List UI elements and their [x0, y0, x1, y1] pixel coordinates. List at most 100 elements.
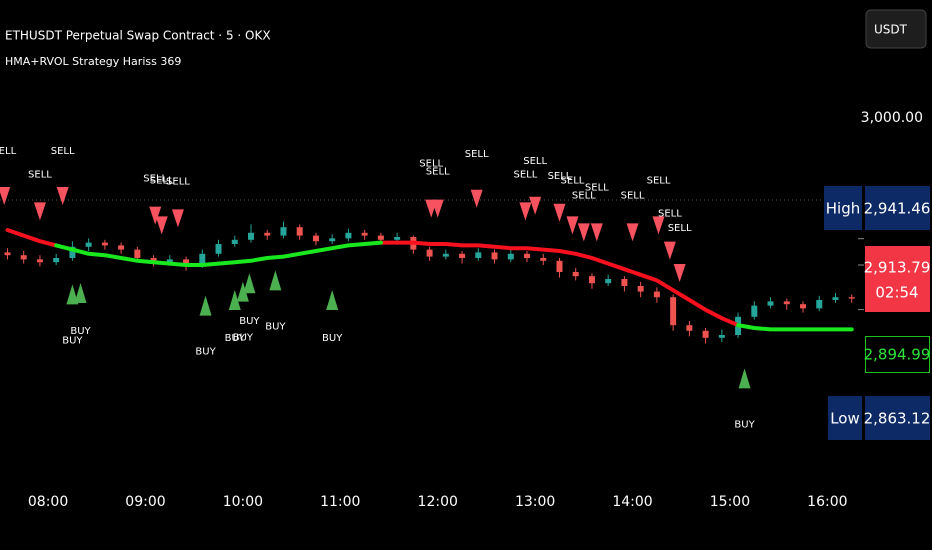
candle-body	[361, 232, 368, 236]
candle-body	[4, 252, 11, 256]
buy-label: BUY	[225, 333, 246, 344]
x-tick-label: 14:00	[612, 494, 652, 510]
candle-body	[832, 297, 839, 300]
candle-body	[637, 285, 644, 292]
candle-body	[848, 297, 855, 299]
sell-label: SELL	[585, 182, 609, 193]
currency-label[interactable]: USDT	[874, 23, 908, 37]
buy-label: BUY	[734, 419, 755, 430]
candle-body	[816, 299, 823, 309]
sell-label: SELL	[548, 171, 572, 182]
low-price-box	[865, 396, 930, 440]
sell-marker	[0, 187, 11, 206]
chart-subtitle: HMA+RVOL Strategy Hariss 369	[5, 55, 181, 68]
candle-body	[264, 232, 271, 236]
buy-marker	[236, 281, 249, 302]
x-tick-label: 12:00	[418, 494, 458, 510]
sell-marker	[171, 209, 184, 228]
candle-body	[426, 249, 433, 257]
buy-label: BUY	[233, 333, 254, 344]
last-price-box	[865, 336, 930, 373]
sell-label: SELL	[0, 146, 17, 157]
sell-label: SELL	[621, 190, 645, 201]
candle-body	[540, 257, 547, 261]
sell-marker	[56, 187, 69, 206]
x-tick-label: 16:00	[807, 494, 847, 510]
sell-marker	[519, 202, 532, 221]
candle-body	[442, 253, 449, 257]
sell-marker	[529, 196, 542, 215]
buy-label: BUY	[62, 335, 83, 346]
candle-body	[394, 236, 401, 240]
sell-marker	[155, 216, 168, 235]
candle-body	[150, 257, 157, 263]
candle-body	[166, 259, 173, 263]
candle-body	[653, 291, 660, 298]
candle-body	[345, 232, 352, 239]
candle-body	[20, 255, 27, 260]
candle-body	[702, 330, 709, 338]
candle-body	[329, 238, 336, 242]
sell-marker	[553, 203, 566, 222]
sell-marker	[470, 189, 483, 208]
x-tick-label: 09:00	[125, 494, 165, 510]
sell-label: SELL	[647, 175, 671, 186]
sell-label: SELL	[426, 167, 450, 178]
buy-marker	[74, 282, 87, 303]
candle-body	[459, 253, 466, 258]
currency-button[interactable]	[865, 9, 927, 49]
hma-price: 2,913.79	[864, 259, 931, 277]
x-tick-label: 08:00	[28, 494, 68, 510]
candle-body	[572, 271, 579, 277]
buy-label: BUY	[322, 333, 343, 344]
buy-label: BUY	[70, 326, 91, 337]
x-tick-label: 11:00	[320, 494, 360, 510]
x-tick-label: 10:00	[223, 494, 263, 510]
high-title-box	[824, 186, 862, 230]
low-title: Low	[830, 410, 860, 428]
countdown: 02:54	[875, 284, 918, 302]
candle-body	[800, 304, 807, 309]
sell-marker	[566, 216, 579, 235]
candle-body	[36, 259, 43, 263]
buy-label: BUY	[195, 347, 216, 358]
x-tick-label: 13:00	[515, 494, 555, 510]
candle-body	[783, 301, 790, 305]
candle-body	[588, 276, 595, 284]
buy-marker	[66, 284, 79, 305]
sell-label: SELL	[28, 169, 52, 180]
last-price: 2,894.99	[864, 346, 931, 364]
candle-body	[751, 305, 758, 317]
candle-body	[231, 239, 238, 244]
sell-label: SELL	[658, 209, 682, 220]
sell-label: SELL	[465, 149, 489, 160]
sell-marker	[431, 199, 444, 218]
low-price: 2,863.12	[864, 410, 931, 428]
candle-body	[621, 278, 628, 286]
candle-body	[491, 252, 498, 260]
candle-body	[69, 246, 76, 258]
hma-price-box	[865, 246, 930, 312]
candle-body	[670, 297, 677, 326]
candle-body	[524, 253, 531, 258]
buy-marker	[738, 368, 751, 389]
candle-body	[767, 301, 774, 306]
sell-marker	[149, 206, 162, 225]
sell-label: SELL	[143, 174, 167, 185]
high-price: 2,941.46	[864, 200, 931, 218]
sell-marker	[577, 223, 590, 242]
high-title: High	[826, 200, 860, 218]
candle-body	[53, 257, 60, 263]
buy-marker	[326, 289, 339, 310]
buy-label: BUY	[239, 316, 260, 327]
plot-area: 3,000.00 08:00 09:00 10:00 11:00 12:00 13:00 14…	[0, 110, 923, 510]
buy-marker	[228, 289, 241, 310]
sell-label: SELL	[668, 223, 692, 234]
sell-label: SELL	[523, 156, 547, 167]
sell-marker	[33, 202, 46, 221]
sell-label: SELL	[561, 175, 585, 186]
candle-body	[101, 242, 108, 246]
